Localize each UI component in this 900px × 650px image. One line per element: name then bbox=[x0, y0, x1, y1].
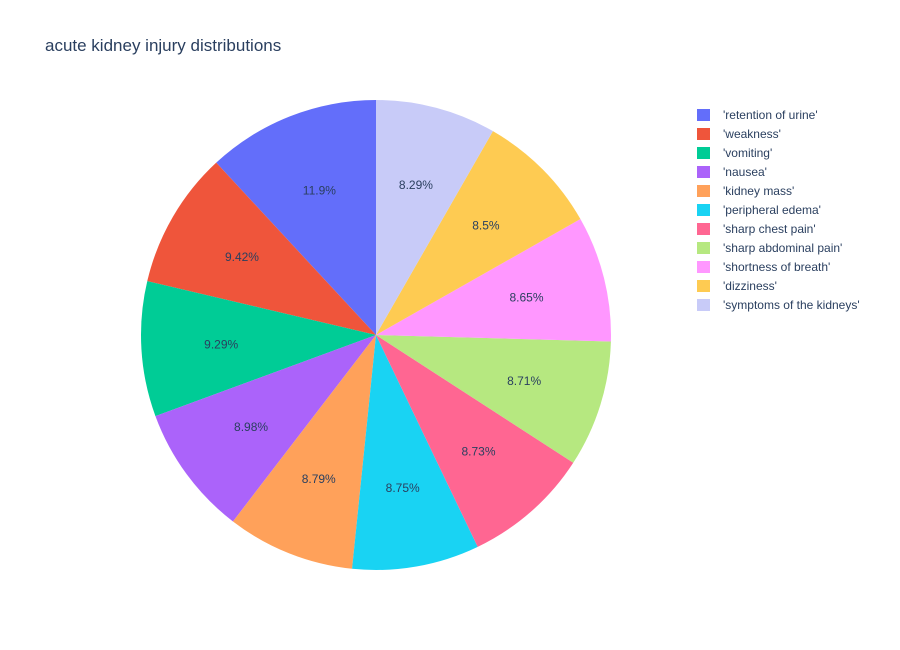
legend-label: 'shortness of breath' bbox=[723, 260, 830, 274]
pie-slice-dizziness bbox=[376, 131, 581, 335]
legend-item-nausea[interactable]: 'nausea' bbox=[697, 165, 767, 179]
legend-label: 'sharp chest pain' bbox=[723, 222, 816, 236]
pie-slice-vomiting bbox=[141, 281, 376, 417]
legend-swatch bbox=[697, 223, 710, 235]
legend-item-vomiting[interactable]: 'vomiting' bbox=[697, 146, 772, 160]
legend-swatch bbox=[697, 204, 710, 216]
pie-slices bbox=[141, 100, 611, 571]
legend-label: 'peripheral edema' bbox=[723, 203, 821, 217]
legend-item-sharp-abdominal-pain[interactable]: 'sharp abdominal pain' bbox=[697, 241, 842, 255]
legend-item-dizziness[interactable]: 'dizziness' bbox=[697, 279, 777, 293]
pie-slice-labels: 11.9% 9.42% 9.29% 8.98% 8.79% 8.75% 8.73% 8.71%… bbox=[204, 178, 544, 495]
legend-label: 'nausea' bbox=[723, 165, 767, 179]
slice-label-symptoms-of-the-kidneys: 8.29% bbox=[399, 178, 433, 192]
pie-slice-sharp-chest-pain bbox=[376, 335, 574, 547]
legend-swatch bbox=[697, 185, 710, 197]
legend-label: 'vomiting' bbox=[723, 146, 772, 160]
legend-label: 'kidney mass' bbox=[723, 184, 794, 198]
pie-slice-weakness bbox=[147, 162, 376, 335]
slice-label-peripheral-edema: 8.75% bbox=[386, 481, 420, 495]
legend-item-retention-of-urine[interactable]: 'retention of urine' bbox=[697, 108, 818, 122]
pie-slice-peripheral-edema bbox=[352, 335, 478, 571]
legend-label: 'weakness' bbox=[723, 127, 781, 141]
pie-slice-symptoms-of-the-kidneys bbox=[376, 100, 493, 335]
legend-item-shortness-of-breath[interactable]: 'shortness of breath' bbox=[697, 260, 830, 274]
legend-item-sharp-chest-pain[interactable]: 'sharp chest pain' bbox=[697, 222, 816, 236]
slice-label-dizziness: 8.5% bbox=[472, 219, 500, 233]
pie-slice-retention-of-urine bbox=[216, 100, 376, 335]
legend: 'retention of urine' 'weakness' 'vomiting'… bbox=[697, 108, 860, 312]
slice-label-sharp-abdominal-pain: 8.71% bbox=[507, 374, 541, 388]
legend-swatch bbox=[697, 261, 710, 273]
pie-slice-sharp-abdominal-pain bbox=[376, 335, 611, 463]
legend-swatch bbox=[697, 147, 710, 159]
slice-label-vomiting: 9.29% bbox=[204, 337, 238, 351]
pie-slice-shortness-of-breath bbox=[376, 219, 611, 342]
slice-label-shortness-of-breath: 8.65% bbox=[509, 290, 543, 304]
legend-item-peripheral-edema[interactable]: 'peripheral edema' bbox=[697, 203, 821, 217]
legend-item-kidney-mass[interactable]: 'kidney mass' bbox=[697, 184, 794, 198]
legend-label: 'sharp abdominal pain' bbox=[723, 241, 842, 255]
legend-label: 'retention of urine' bbox=[723, 108, 818, 122]
legend-item-symptoms-of-the-kidneys[interactable]: 'symptoms of the kidneys' bbox=[697, 298, 860, 312]
slice-label-nausea: 8.98% bbox=[234, 420, 268, 434]
pie-slice-nausea bbox=[155, 335, 376, 522]
pie-slice-kidney-mass bbox=[232, 335, 376, 569]
slice-label-sharp-chest-pain: 8.73% bbox=[461, 444, 495, 458]
legend-swatch bbox=[697, 280, 710, 292]
legend-label: 'symptoms of the kidneys' bbox=[723, 298, 860, 312]
legend-swatch bbox=[697, 299, 710, 311]
legend-swatch bbox=[697, 242, 710, 254]
legend-item-weakness[interactable]: 'weakness' bbox=[697, 127, 781, 141]
slice-label-kidney-mass: 8.79% bbox=[302, 472, 336, 486]
legend-label: 'dizziness' bbox=[723, 279, 777, 293]
legend-swatch bbox=[697, 109, 710, 121]
slice-label-retention-of-urine: 11.9% bbox=[303, 184, 336, 198]
legend-swatch bbox=[697, 166, 710, 178]
legend-swatch bbox=[697, 128, 710, 140]
chart-title: acute kidney injury distributions bbox=[45, 36, 281, 55]
slice-label-weakness: 9.42% bbox=[225, 250, 259, 264]
